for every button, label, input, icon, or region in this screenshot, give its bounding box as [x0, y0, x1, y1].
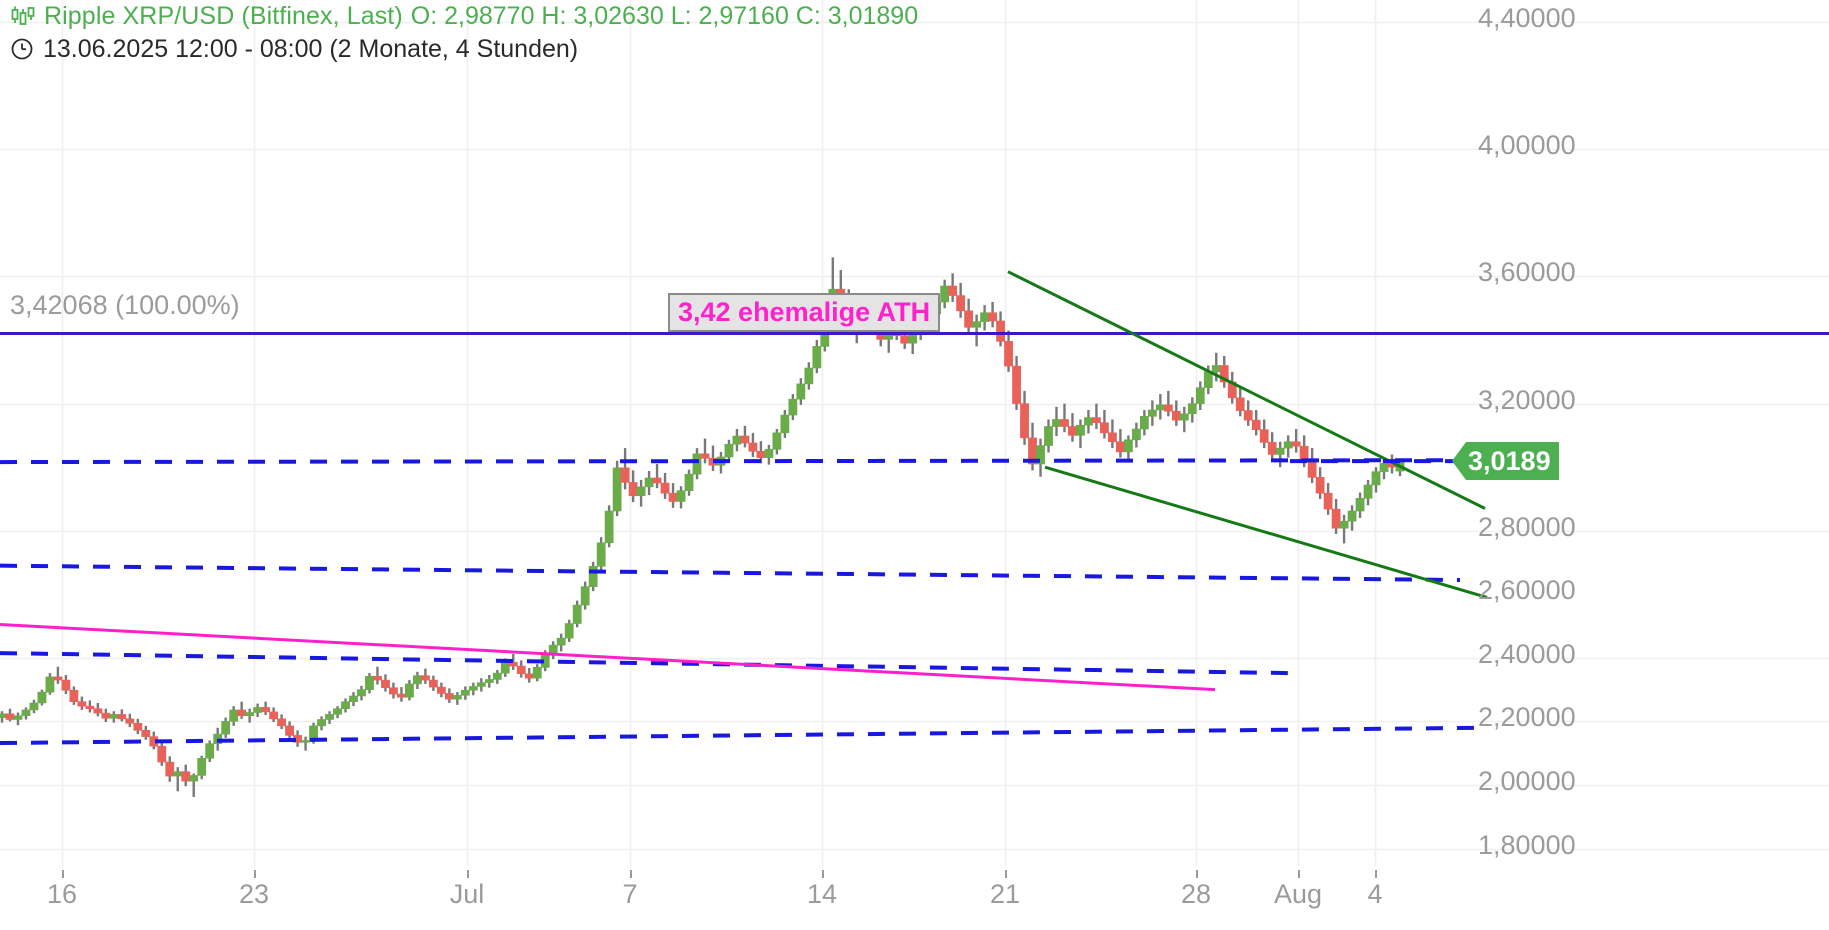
dashed-support-upper: [0, 651, 1291, 676]
time-axis-tick-mark: [62, 870, 64, 878]
timeframe-label[interactable]: 13.06.2025 12:00 - 08:00 (2 Monate, 4 St…: [43, 34, 579, 63]
time-axis-tick-mark: [467, 870, 469, 878]
dashed-mid-line: [0, 563, 1461, 582]
price-axis-tick: 4,00000: [1478, 130, 1576, 161]
price-axis-tick: 3,60000: [1478, 257, 1576, 288]
time-axis-tick: 16: [46, 879, 78, 909]
time-axis-tick: 21: [989, 879, 1021, 909]
price-axis-tick: 2,00000: [1478, 765, 1576, 796]
time-axis[interactable]: 16 23 Jul 7 14 21 28 Aug 4: [0, 870, 1829, 930]
time-axis-tick: Jul: [449, 879, 485, 909]
price-axis-tick: 2,40000: [1478, 638, 1576, 669]
price-axis-tick: 3,20000: [1478, 384, 1576, 415]
time-axis-tick-mark: [822, 870, 824, 878]
green-wedge-lower: [1044, 465, 1488, 599]
clock-icon: [10, 37, 34, 61]
last-price-badge[interactable]: 3,0189: [1452, 442, 1559, 481]
price-axis-tick: 2,20000: [1478, 702, 1576, 733]
green-wedge-upper: [1007, 270, 1486, 510]
magenta-downtrend: [0, 622, 1216, 692]
time-axis-tick: 23: [238, 879, 270, 909]
overlay-drawings[interactable]: [0, 270, 1829, 746]
time-axis-tick-mark: [1298, 870, 1300, 878]
price-axis-tick: 2,80000: [1478, 511, 1576, 542]
ohlc-values: O: 2,98770 H: 3,02630 L: 2,97160 C: 3,01…: [410, 1, 919, 30]
last-price-value: 3,0189: [1466, 442, 1559, 481]
time-axis-tick: Aug: [1273, 879, 1323, 909]
time-axis-tick-mark: [254, 870, 256, 878]
time-axis-tick: 4: [1367, 879, 1383, 909]
price-axis-tick: 2,60000: [1478, 575, 1576, 606]
badge-arrow-icon: [1452, 442, 1466, 481]
price-axis-tick: 1,80000: [1478, 829, 1576, 860]
grid-lines: [0, 0, 1829, 866]
dashed-resistance-upper: [0, 458, 1461, 465]
time-axis-tick: 14: [806, 879, 838, 909]
time-axis-tick-mark: [630, 870, 632, 878]
time-axis-tick: 7: [622, 879, 638, 909]
chart-legend: Ripple XRP/USD (Bitfinex, Last) O: 2,987…: [0, 0, 1460, 66]
symbol-title[interactable]: Ripple XRP/USD (Bitfinex, Last): [44, 1, 403, 30]
legend-symbol-row[interactable]: Ripple XRP/USD (Bitfinex, Last) O: 2,987…: [0, 0, 1460, 32]
fib-level-label: 3,42068 (100.00%): [10, 290, 240, 321]
candle-series[interactable]: [0, 257, 1405, 798]
price-axis[interactable]: 4,40000 4,00000 3,60000 3,20000 2,80000 2,600…: [1460, 0, 1829, 930]
time-axis-tick-mark: [1196, 870, 1198, 878]
legend-timeframe-row[interactable]: 13.06.2025 12:00 - 08:00 (2 Monate, 4 St…: [0, 32, 1460, 66]
ath-text-annotation[interactable]: 3,42 ehemalige ATH: [668, 293, 941, 333]
time-axis-tick: 28: [1180, 879, 1212, 909]
candlestick-icon: [10, 5, 36, 27]
time-axis-tick-mark: [1375, 870, 1377, 878]
time-axis-tick-mark: [1005, 870, 1007, 878]
price-axis-tick: 4,40000: [1478, 3, 1576, 34]
